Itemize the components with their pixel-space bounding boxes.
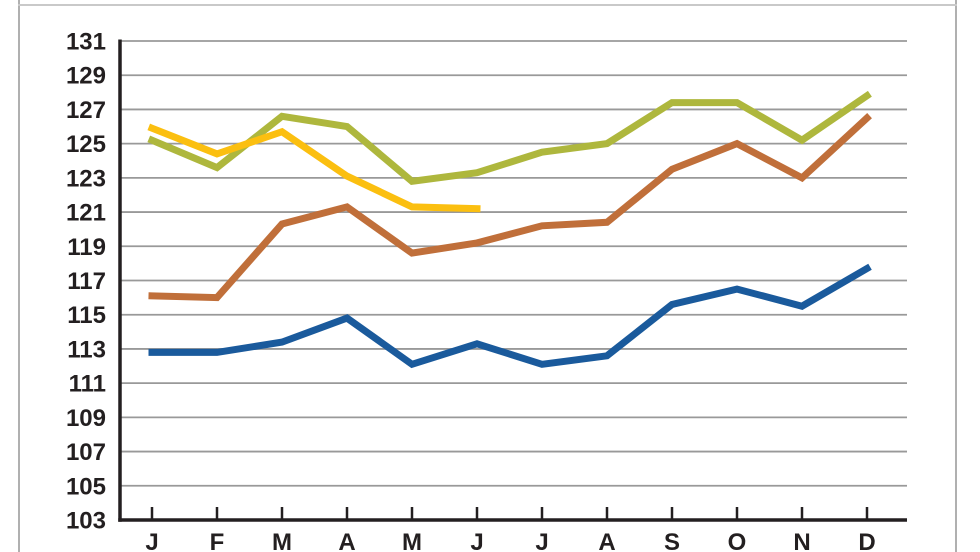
x-axis-month-label: D (858, 529, 875, 552)
x-axis-month-label: M (272, 529, 292, 552)
y-axis-tick-label: 125 (66, 131, 106, 158)
y-axis-tick-label: 105 (66, 473, 106, 500)
y-axis-tick-label: 103 (66, 508, 106, 535)
y-axis-tick-label: 123 (66, 165, 106, 192)
x-axis-month-label: A (338, 529, 355, 552)
series-lines (147, 90, 872, 369)
x-axis-month-label: O (728, 529, 747, 552)
y-axis-tick-label: 113 (67, 336, 106, 363)
y-axis-tick-label: 127 (66, 97, 106, 124)
y-axis-tick-label: 117 (67, 268, 106, 295)
y-axis-tick-label: 119 (67, 234, 106, 261)
x-axis-month-label: A (598, 529, 615, 552)
y-axis-tick-label: 131 (66, 29, 106, 56)
y-axis-tick-labels: 103 105 107 109 111 113 115 117 119 121 123 125 127 1… (66, 29, 106, 535)
x-axis-month-label: J (470, 529, 483, 552)
y-axis-tick-label: 111 (69, 371, 106, 398)
series-olive-line (147, 90, 872, 185)
y-axis-tick-label: 121 (66, 200, 106, 227)
x-axis-month-label: M (402, 529, 422, 552)
y-axis-tick-label: 107 (66, 439, 106, 466)
series-orange-line (148, 113, 872, 302)
y-axis-tick-label: 109 (66, 405, 106, 432)
x-axis-tick-marks (150, 507, 869, 520)
y-axis-tick-label: 129 (66, 63, 106, 90)
series-yellow-line (147, 123, 481, 213)
frame-border-top (18, 4, 957, 6)
axes (118, 39, 907, 522)
gridlines (120, 40, 907, 487)
x-axis-month-label: S (664, 529, 680, 552)
x-axis-month-label: N (793, 529, 810, 552)
x-axis-month-label: J (145, 529, 158, 552)
x-axis-month-label: J (535, 529, 548, 552)
frame-border-left (18, 0, 20, 552)
series-blue-line (148, 263, 872, 369)
frame-border-right (955, 0, 957, 552)
x-axis-month-label: F (210, 529, 225, 552)
y-axis-tick-label: 115 (67, 302, 106, 329)
